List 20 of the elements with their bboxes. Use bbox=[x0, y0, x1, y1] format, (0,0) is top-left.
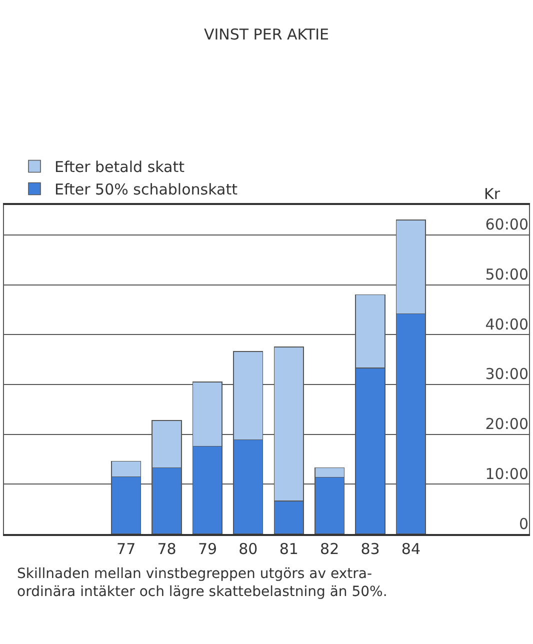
y-tick-label: 50:00 bbox=[485, 266, 528, 284]
legend-label: Efter 50% schablonskatt bbox=[54, 180, 238, 199]
y-tick-label: 10:00 bbox=[485, 464, 528, 483]
y-tick-label: 0 bbox=[518, 514, 528, 533]
x-tick-label: 84 bbox=[401, 540, 421, 558]
x-tick-label: 80 bbox=[238, 540, 258, 558]
x-tick-label: 83 bbox=[360, 540, 380, 558]
y-tick-label: 30:00 bbox=[485, 365, 528, 384]
y-tick-label: 60:00 bbox=[485, 216, 528, 234]
text: Skillnaden mellan vinstbegreppen utgörs av extra- ordinära intäkter och lägre skattebelastning än 50%. bbox=[17, 566, 388, 600]
x-tick-label: 77 bbox=[116, 540, 136, 558]
x-tick-label: 78 bbox=[157, 540, 176, 558]
x-tick-label: 79 bbox=[198, 540, 218, 558]
x-tick-label: 81 bbox=[279, 540, 298, 558]
y-axis-title: Kr bbox=[484, 185, 501, 203]
y-tick-label: 40:00 bbox=[485, 315, 528, 334]
legend-label: Efter betald skatt bbox=[54, 158, 185, 176]
chart-title: VINST PER AKTIE bbox=[204, 25, 330, 44]
y-tick-label: 20:00 bbox=[485, 415, 528, 434]
x-tick-label: 82 bbox=[320, 540, 340, 558]
